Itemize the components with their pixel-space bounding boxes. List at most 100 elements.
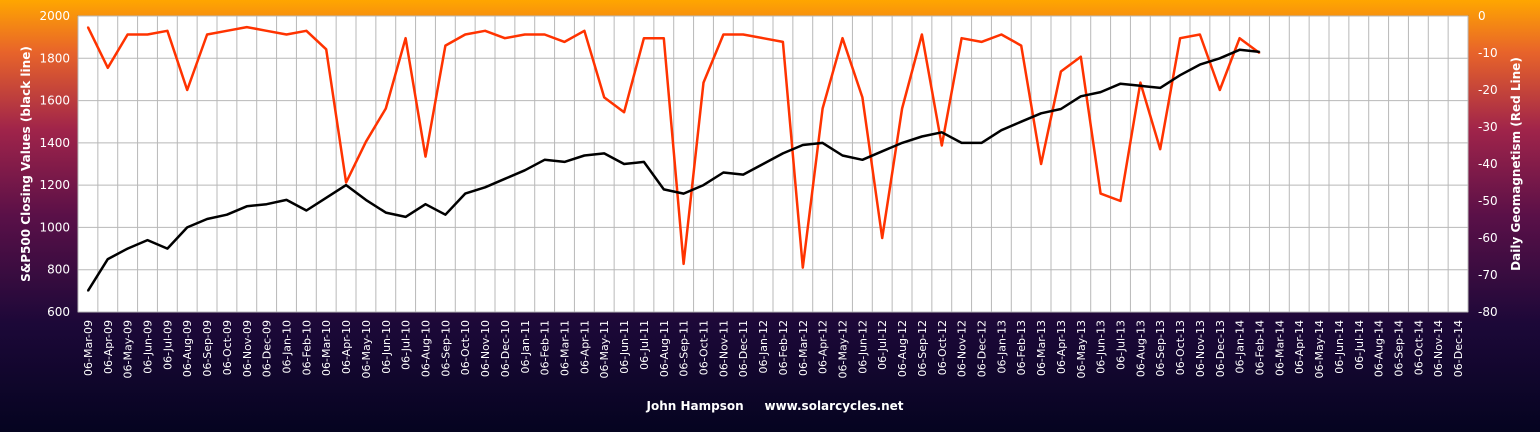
x-tick-label-31: 06-Oct-11 xyxy=(698,320,711,375)
x-tick-label-19: 06-Oct-10 xyxy=(459,320,472,375)
geomagnetism-point-12 xyxy=(325,48,328,51)
x-axis-label: John Hampson www.solarcycles.net xyxy=(645,399,903,413)
sp500-point-58 xyxy=(1238,49,1241,51)
x-tick-label-9: 06-Dec-09 xyxy=(261,320,274,377)
sp500-point-4 xyxy=(166,247,169,250)
geomagnetism-point-55 xyxy=(1179,37,1181,39)
y2-axis-label: Daily Geomagnetism (Red Line) xyxy=(1509,57,1523,271)
geomagnetism-point-37 xyxy=(821,107,824,110)
sp500-point-2 xyxy=(126,247,129,250)
geomagnetism-point-6 xyxy=(206,33,208,36)
x-tick-label-26: 06-May-11 xyxy=(598,320,611,378)
sp500-point-50 xyxy=(1079,95,1082,98)
sp500-point-5 xyxy=(186,226,189,229)
x-tick-label-6: 06-Sep-09 xyxy=(201,320,214,377)
sp500-point-35 xyxy=(782,152,784,155)
geomagnetism-point-33 xyxy=(742,33,745,36)
sp500-point-8 xyxy=(245,205,248,208)
x-tick-label-54: 06-Sep-13 xyxy=(1154,320,1167,377)
x-tick-label-4: 06-Jul-09 xyxy=(161,320,174,370)
sp500-point-34 xyxy=(762,163,764,165)
x-tick-label-29: 06-Aug-11 xyxy=(658,320,671,377)
geomagnetism-point-19 xyxy=(464,33,467,36)
geomagnetism-point-58 xyxy=(1238,37,1241,39)
sp500-point-55 xyxy=(1179,74,1181,76)
sp500-point-17 xyxy=(424,203,427,205)
sp500-point-37 xyxy=(821,142,824,144)
x-tick-label-62: 06-May-14 xyxy=(1313,320,1326,378)
x-tick-label-46: 06-Jan-13 xyxy=(995,320,1008,374)
sp500-point-22 xyxy=(523,169,526,172)
y-tick-label-1: 800 xyxy=(47,263,70,277)
sp500-point-14 xyxy=(365,199,367,201)
x-tick-label-3: 06-Jun-09 xyxy=(142,320,155,374)
sp500-point-11 xyxy=(305,209,308,212)
x-tick-label-68: 06-Nov-14 xyxy=(1432,320,1445,377)
geomagnetism-point-31 xyxy=(702,81,705,84)
sp500-point-26 xyxy=(603,152,606,155)
y-axis-label: S&P500 Closing Values (black line) xyxy=(19,46,33,282)
geomagnetism-point-34 xyxy=(762,37,764,39)
sp500-point-29 xyxy=(662,188,665,191)
x-tick-label-36: 06-Mar-12 xyxy=(797,320,810,376)
y2-tick-label-0: -80 xyxy=(1478,305,1498,319)
x-tick-label-32: 06-Nov-11 xyxy=(717,320,730,377)
x-tick-label-18: 06-Sep-10 xyxy=(439,320,452,377)
x-axis-ticks: 06-Mar-09 06-Apr-09 06-May-09 06-Jun-09 06-J… xyxy=(82,320,1465,378)
geomagnetism-point-14 xyxy=(365,141,367,143)
x-tick-label-0: 06-Mar-09 xyxy=(82,320,95,376)
series-layer xyxy=(86,25,1261,292)
geomagnetism-point-36 xyxy=(801,266,804,269)
x-tick-label-30: 06-Sep-11 xyxy=(678,320,691,377)
geomagnetism-point-47 xyxy=(1020,44,1023,47)
sp500-point-15 xyxy=(384,211,387,214)
geomagnetism-point-54 xyxy=(1159,148,1162,150)
sp500-point-54 xyxy=(1159,87,1162,89)
geomagnetism-point-30 xyxy=(682,263,685,265)
y2-tick-label-7: -10 xyxy=(1478,46,1498,60)
y-tick-label-0: 600 xyxy=(47,305,70,319)
geomagnetism-point-23 xyxy=(543,33,546,36)
x-tick-label-63: 06-Jun-14 xyxy=(1333,320,1346,374)
sp500-point-27 xyxy=(623,163,625,165)
y2-axis-ticks: -80 -70 -60 -50 -40 -30 -20 -10 0 xyxy=(1478,9,1498,319)
geomagnetism-point-21 xyxy=(504,37,506,39)
geomagnetism-point-13 xyxy=(345,181,347,184)
sp500-point-16 xyxy=(404,216,407,218)
sp500-point-49 xyxy=(1060,108,1062,110)
geomagnetism-point-52 xyxy=(1119,200,1122,202)
geomagnetism-point-27 xyxy=(623,111,625,113)
sp500-point-9 xyxy=(265,203,268,205)
geomagnetism-point-53 xyxy=(1139,81,1142,84)
x-tick-label-44: 06-Nov-12 xyxy=(956,320,969,377)
x-tick-label-39: 06-Jun-12 xyxy=(856,320,869,374)
x-tick-label-51: 06-Jun-13 xyxy=(1095,320,1108,374)
x-tick-label-11: 06-Feb-10 xyxy=(300,320,313,375)
geomagnetism-point-41 xyxy=(901,107,903,110)
geomagnetism-point-17 xyxy=(424,155,427,158)
x-tick-label-10: 06-Jan-10 xyxy=(281,320,294,374)
y-tick-label-4: 1400 xyxy=(39,136,70,150)
sp500-point-12 xyxy=(325,197,328,199)
sp500-point-39 xyxy=(861,158,864,161)
sp500-point-46 xyxy=(1000,129,1003,131)
x-tick-label-14: 06-May-10 xyxy=(360,320,373,378)
x-tick-label-17: 06-Aug-10 xyxy=(420,320,433,377)
geomagnetism-point-43 xyxy=(940,144,943,147)
sp500-point-13 xyxy=(345,184,347,186)
x-tick-label-37: 06-Apr-12 xyxy=(817,320,830,374)
x-tick-label-25: 06-Apr-11 xyxy=(578,320,591,374)
x-tick-label-40: 06-Jul-12 xyxy=(876,320,889,370)
geomagnetism-point-26 xyxy=(603,96,606,99)
y2-tick-label-6: -20 xyxy=(1478,83,1498,97)
geomagnetism-point-56 xyxy=(1199,33,1201,36)
sp500-point-45 xyxy=(980,142,983,144)
x-tick-label-53: 06-Aug-13 xyxy=(1134,320,1147,377)
x-tick-label-65: 06-Aug-14 xyxy=(1373,320,1386,377)
x-tick-label-16: 06-Jul-10 xyxy=(400,320,413,370)
x-tick-label-43: 06-Oct-12 xyxy=(936,320,949,375)
sp500-point-25 xyxy=(583,154,586,157)
sp500-point-43 xyxy=(940,131,943,134)
geomagnetism-point-40 xyxy=(881,237,884,239)
geomagnetism-point-32 xyxy=(722,33,725,36)
